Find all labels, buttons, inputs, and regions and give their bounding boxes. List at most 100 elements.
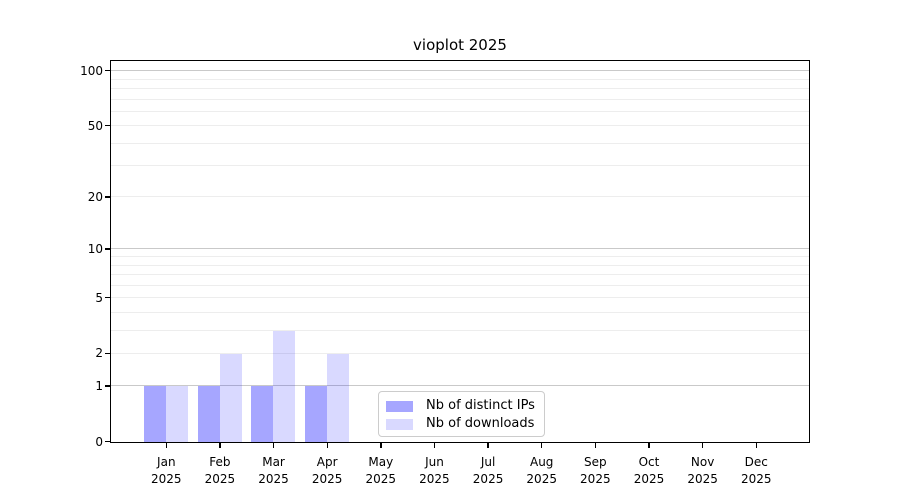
y-tick-mark — [105, 352, 110, 354]
x-tick-label: Jan 2025 — [139, 454, 193, 488]
x-tick-month: Sep — [584, 455, 607, 469]
plot-area — [110, 60, 810, 443]
y-tick-mark — [105, 70, 110, 72]
y-tick-label: 10 — [87, 241, 103, 256]
x-tick-year: 2025 — [633, 472, 665, 486]
y-tick-label: 5 — [95, 290, 103, 305]
gridline-minor — [111, 110, 809, 112]
chart-title: vioplot 2025 — [413, 36, 507, 54]
bar-downloads — [219, 353, 242, 442]
legend-label: Nb of distinct IPs — [426, 398, 535, 413]
x-tick-month: Apr — [316, 455, 338, 469]
gridline-minor — [111, 256, 809, 258]
x-tick-year: 2025 — [365, 472, 397, 486]
x-tick-year: 2025 — [472, 472, 504, 486]
bar-distinct-ips — [143, 386, 166, 442]
x-tick-mark — [702, 443, 704, 448]
gridline-minor — [111, 142, 809, 144]
legend-label: Nb of downloads — [426, 416, 535, 431]
x-tick-mark — [541, 443, 543, 448]
legend-swatch — [386, 418, 413, 430]
x-tick-label: May 2025 — [354, 454, 408, 488]
gridline-major — [111, 385, 809, 387]
x-tick-mark — [219, 443, 221, 448]
x-tick-month: Mar — [262, 455, 285, 469]
x-tick-mark — [380, 443, 382, 448]
x-tick-mark — [755, 443, 757, 448]
bar-distinct-ips — [197, 386, 220, 442]
gridline-minor — [111, 284, 809, 286]
x-tick-month: Aug — [529, 455, 554, 469]
gridline-minor — [111, 165, 809, 167]
gridline-minor — [111, 78, 809, 80]
x-tick-label: Nov 2025 — [676, 454, 730, 488]
gridline-minor — [111, 329, 809, 331]
y-tick-mark — [105, 124, 110, 127]
x-tick-label: Feb 2025 — [193, 454, 247, 488]
x-tick-year: 2025 — [151, 472, 182, 486]
x-tick-month: Jan — [157, 455, 176, 469]
x-tick-mark — [165, 443, 167, 448]
x-tick-year: 2025 — [204, 472, 236, 486]
y-tick-label: 2 — [95, 346, 103, 361]
bar-downloads — [273, 330, 296, 442]
x-tick-month: Jun — [425, 455, 444, 469]
y-tick-mark — [105, 296, 110, 299]
x-tick-label: Oct 2025 — [622, 454, 676, 488]
x-tick-year: 2025 — [740, 472, 772, 486]
y-tick-label: 1 — [95, 378, 103, 393]
legend-item: Nb of distinct IPs — [379, 397, 544, 415]
x-tick-mark — [272, 443, 275, 448]
x-tick-month: Feb — [209, 455, 231, 469]
x-tick-month: May — [368, 455, 394, 469]
x-tick-label: Jun 2025 — [407, 454, 461, 488]
x-tick-mark — [326, 443, 328, 448]
x-tick-year: 2025 — [687, 472, 718, 486]
y-tick-mark — [105, 248, 110, 250]
x-tick-label: Jul 2025 — [461, 454, 515, 488]
gridline-minor — [111, 98, 809, 100]
bar-downloads — [326, 353, 349, 442]
x-tick-label: Apr 2025 — [300, 454, 354, 488]
y-tick-mark — [105, 385, 110, 387]
y-tick-label: 50 — [87, 118, 103, 133]
gridline-minor — [111, 274, 809, 276]
gridline-minor — [111, 87, 809, 89]
y-tick-label: 100 — [80, 63, 103, 78]
legend-item: Nb of downloads — [379, 415, 544, 433]
gridline-minor — [111, 264, 809, 266]
gridline-minor — [111, 196, 809, 198]
x-tick-year: 2025 — [419, 472, 450, 486]
x-tick-mark — [594, 443, 597, 448]
bar-distinct-ips — [304, 386, 327, 442]
y-tick-mark — [105, 196, 110, 198]
legend: Nb of distinct IPs Nb of downloads — [378, 391, 545, 437]
x-tick-label: Dec 2025 — [729, 454, 783, 488]
legend-swatch — [386, 400, 413, 412]
x-tick-mark — [433, 443, 436, 448]
y-tick-mark — [105, 441, 110, 443]
gridline-minor — [111, 311, 809, 313]
x-tick-label: Mar 2025 — [247, 454, 301, 488]
x-tick-month: Nov — [690, 455, 715, 469]
x-tick-label: Aug 2025 — [515, 454, 569, 488]
x-tick-month: Oct — [638, 455, 660, 469]
y-tick-label: 0 — [95, 434, 103, 449]
x-tick-year: 2025 — [580, 472, 611, 486]
gridline-major — [111, 70, 809, 72]
x-tick-month: Jul — [480, 455, 496, 469]
x-tick-label: Sep 2025 — [568, 454, 622, 488]
x-tick-month: Dec — [744, 455, 768, 469]
gridline-minor — [111, 352, 809, 354]
x-tick-year: 2025 — [311, 472, 343, 486]
bar-downloads — [165, 386, 188, 442]
x-tick-year: 2025 — [258, 472, 289, 486]
x-tick-mark — [487, 443, 489, 448]
x-tick-mark — [648, 443, 650, 448]
gridline-minor — [111, 125, 809, 127]
x-tick-year: 2025 — [526, 472, 557, 486]
y-tick-label: 20 — [87, 189, 103, 204]
gridline-major — [111, 248, 809, 250]
gridline-minor — [111, 297, 809, 299]
